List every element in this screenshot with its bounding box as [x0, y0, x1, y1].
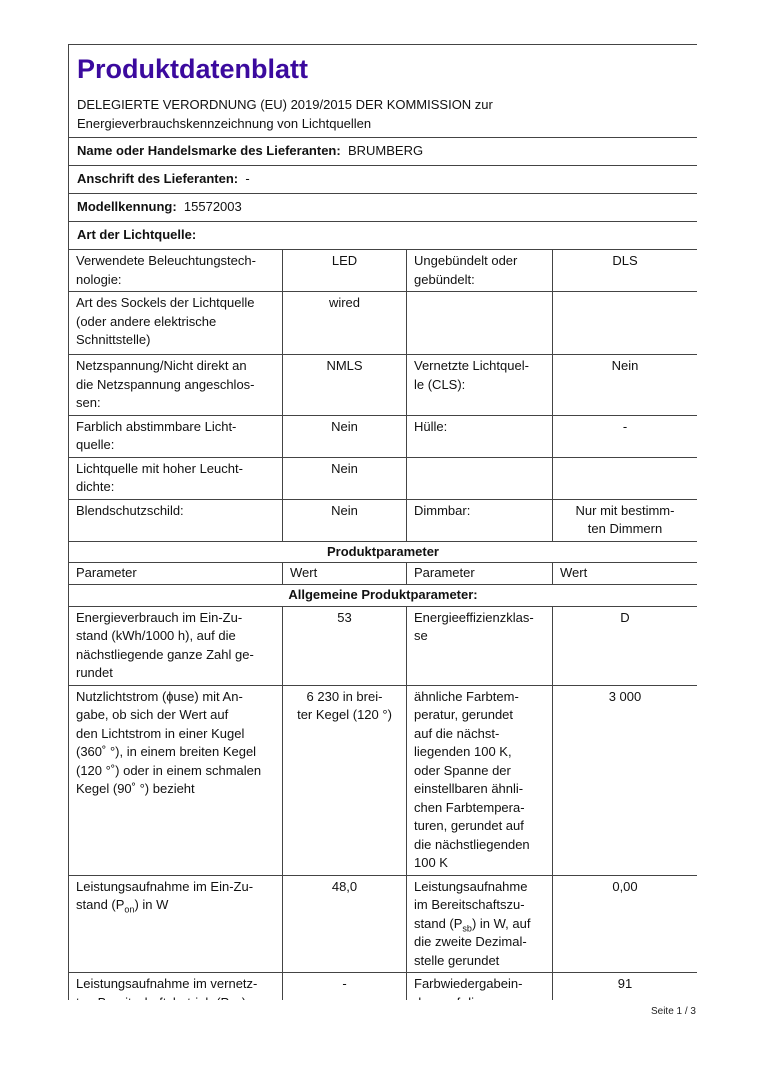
product-params-heading: Produktparameter	[68, 540, 697, 563]
param-label: Farblich abstimmbare Licht- quelle:	[68, 414, 283, 458]
param-label: Leistungsaufnahme im Bereitschaftszu- st…	[406, 874, 553, 973]
param-label: Farbwiedergabein- dex, auf die	[406, 972, 553, 1000]
supplier-address-label: Anschrift des Lieferanten:	[77, 171, 239, 186]
param-value: LED	[282, 249, 407, 292]
param-value: -	[552, 414, 697, 458]
supplier-address-row: Anschrift des Lieferanten: -	[68, 165, 697, 194]
table-row: Netzspannung/Nicht direkt an die Netzspa…	[68, 354, 697, 416]
table-row: Leistungsaufnahme im Ein-Zu- stand (Pon)…	[68, 874, 697, 973]
param-label	[406, 291, 553, 355]
param-value: 6 230 in brei- ter Kegel (120 °)	[282, 684, 407, 876]
param-value: Nur mit bestimm- ten Dimmern	[552, 498, 697, 542]
regulation-line-2: Energieverbrauchskennzeichnung von Licht…	[77, 116, 372, 131]
column-header-parameter: Parameter	[68, 562, 283, 585]
param-label: Ungebündelt oder gebündelt:	[406, 249, 553, 292]
param-label: Lichtquelle mit hoher Leucht- dichte:	[68, 456, 283, 500]
header-cell: Produktdatenblatt DELEGIERTE VERORDNUNG …	[68, 44, 697, 138]
param-label: Vernetzte Lichtquel- le (CLS):	[406, 354, 553, 416]
model-value: 15572003	[183, 199, 242, 214]
param-value: wired	[282, 291, 407, 355]
supplier-name-row: Name oder Handelsmarke des Lieferanten: …	[68, 137, 697, 166]
param-label: Energieeffizienzklas- se	[406, 605, 553, 686]
table-row: Farblich abstimmbare Licht- quelle: Nein H…	[68, 414, 697, 458]
model-row: Modellkennung: 15572003	[68, 193, 697, 222]
param-label: Nutzlichtstrom (ɸuse) mit An- gabe, ob s…	[68, 684, 283, 876]
param-label: Energieverbrauch im Ein-Zu- stand (kWh/1…	[68, 605, 283, 686]
param-value: 53	[282, 605, 407, 686]
data-table: Produktdatenblatt DELEGIERTE VERORDNUNG …	[68, 44, 697, 1000]
param-value: 48,0	[282, 874, 407, 973]
param-label: ähnliche Farbtem- peratur, gerundet auf …	[406, 684, 553, 876]
param-value: Nein	[282, 498, 407, 542]
table-row: Leistungsaufnahme im vernetz- ten Bereit…	[68, 972, 697, 1000]
regulation-line-1: DELEGIERTE VERORDNUNG (EU) 2019/2015 DER…	[77, 97, 493, 112]
table-row: Verwendete Beleuchtungstech- nologie: LED…	[68, 249, 697, 292]
model-label: Modellkennung:	[77, 199, 177, 214]
product-data-sheet: Produktdatenblatt DELEGIERTE VERORDNUNG …	[68, 44, 697, 1000]
param-value	[552, 291, 697, 355]
param-label	[406, 456, 553, 500]
param-value: NMLS	[282, 354, 407, 416]
param-value: DLS	[552, 249, 697, 292]
param-label: Hülle:	[406, 414, 553, 458]
param-value: 0,00	[552, 874, 697, 973]
param-label: Blendschutzschild:	[68, 498, 283, 542]
table-row: Nutzlichtstrom (ɸuse) mit An- gabe, ob s…	[68, 684, 697, 876]
param-label: Netzspannung/Nicht direkt an die Netzspa…	[68, 354, 283, 416]
param-label: Leistungsaufnahme im vernetz- ten Bereit…	[68, 972, 283, 1000]
general-params-heading: Allgemeine Produktparameter:	[68, 583, 697, 607]
param-value: 3 000	[552, 684, 697, 876]
table-row: Blendschutzschild: Nein Dimmbar: Nur mit be…	[68, 498, 697, 542]
param-value: Nein	[282, 456, 407, 500]
column-header-value: Wert	[282, 562, 407, 585]
supplier-address-value: -	[245, 171, 250, 186]
param-label: Art des Sockels der Lichtquelle (oder an…	[68, 291, 283, 355]
param-value: Nein	[552, 354, 697, 416]
table-row: Lichtquelle mit hoher Leucht- dichte: Nei…	[68, 456, 697, 500]
table-row: Energieverbrauch im Ein-Zu- stand (kWh/1…	[68, 605, 697, 686]
param-value: Nein	[282, 414, 407, 458]
param-value: -	[282, 972, 407, 1000]
param-value: D	[552, 605, 697, 686]
page-number: Seite 1 / 3	[650, 1006, 696, 1017]
supplier-name-value: BRUMBERG	[347, 143, 424, 158]
supplier-name-label: Name oder Handelsmarke des Lieferanten:	[77, 143, 341, 158]
param-label: Leistungsaufnahme im Ein-Zu- stand (Pon)…	[68, 874, 283, 973]
param-label: Dimmbar:	[406, 498, 553, 542]
light-source-type-heading: Art der Lichtquelle:	[68, 221, 697, 250]
param-value	[552, 456, 697, 500]
param-label: Verwendete Beleuchtungstech- nologie:	[68, 249, 283, 292]
page-title: Produktdatenblatt	[77, 54, 309, 84]
table-row: Art des Sockels der Lichtquelle (oder an…	[68, 291, 697, 355]
column-header-parameter: Parameter	[406, 562, 553, 585]
param-value: 91	[552, 972, 697, 1000]
column-header-value: Wert	[552, 562, 697, 585]
column-header-row: Parameter Wert Parameter Wert	[68, 562, 697, 585]
